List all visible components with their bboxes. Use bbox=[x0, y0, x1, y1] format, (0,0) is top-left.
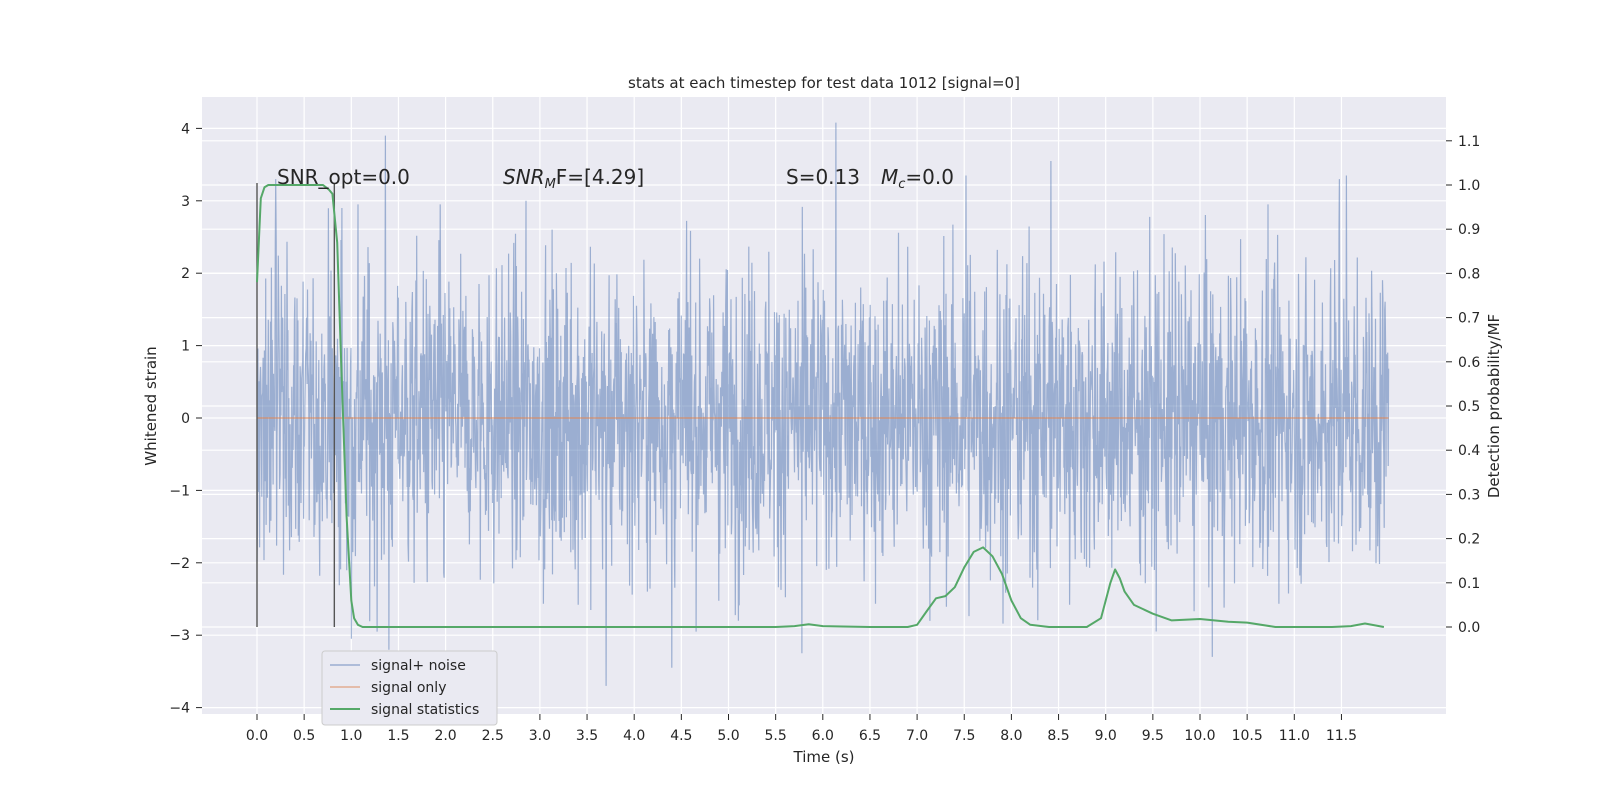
annotation-snr-opt: SNR_opt=0.0 bbox=[277, 165, 410, 189]
y-tick-label: 4 bbox=[181, 121, 190, 137]
mc-sub: c bbox=[898, 177, 905, 192]
x-tick-label: 0.5 bbox=[293, 728, 315, 744]
x-tick-label: 1.5 bbox=[387, 728, 409, 744]
x-tick-label: 4.0 bbox=[623, 728, 645, 744]
x-tick-label: 4.5 bbox=[670, 728, 692, 744]
x-tick-label: 0.0 bbox=[246, 728, 268, 744]
x-tick-label: 8.0 bbox=[1000, 728, 1022, 744]
x-axis-title: Time (s) bbox=[793, 748, 855, 766]
y2-tick-label: 0.3 bbox=[1458, 487, 1480, 503]
y2-tick-label: 0.9 bbox=[1458, 222, 1480, 238]
x-tick-label: 5.0 bbox=[717, 728, 739, 744]
annotation-mc: Mc=0.0 bbox=[881, 165, 954, 192]
y2-tick-label: 1.0 bbox=[1458, 178, 1480, 194]
snr-mf-prefix: SNR bbox=[503, 165, 545, 189]
y-tick-label: 1 bbox=[181, 339, 190, 355]
y2-tick-label: 0.8 bbox=[1458, 266, 1480, 282]
noise-series-layer bbox=[256, 122, 1390, 686]
series-signal-statistics bbox=[256, 184, 1385, 628]
y-tick-label: −3 bbox=[169, 628, 190, 644]
legend-box bbox=[321, 650, 498, 726]
lines-layer bbox=[256, 183, 1389, 628]
mc-suffix: =0.0 bbox=[905, 165, 954, 189]
x-tick-label: 8.5 bbox=[1047, 728, 1069, 744]
legend-label-stats: signal statistics bbox=[371, 702, 479, 718]
x-tick-label: 6.0 bbox=[812, 728, 834, 744]
y-tick-label: −1 bbox=[169, 483, 190, 499]
y2-tick-label: 0.1 bbox=[1458, 576, 1480, 592]
x-tick-label: 11.0 bbox=[1279, 728, 1310, 744]
x-tick-label: 2.0 bbox=[434, 728, 456, 744]
x-tick-label: 10.0 bbox=[1184, 728, 1215, 744]
y2-tick-label: 0.4 bbox=[1458, 443, 1480, 459]
y2-tick-label: 0.6 bbox=[1458, 355, 1480, 371]
y-tick-label: 3 bbox=[181, 194, 190, 210]
x-tick-label: 10.5 bbox=[1232, 728, 1263, 744]
x-tick-label: 7.0 bbox=[906, 728, 928, 744]
snr-mf-suffix: F=[4.29] bbox=[556, 165, 644, 189]
legend-label-noise: signal+ noise bbox=[371, 658, 466, 674]
legend: signal+ noise signal only signal statist… bbox=[321, 650, 498, 726]
y-tick-label: 2 bbox=[181, 266, 190, 282]
y2-tick-label: 0.5 bbox=[1458, 399, 1480, 415]
y2-tick-label: 0.7 bbox=[1458, 311, 1480, 327]
x-tick-label: 3.0 bbox=[529, 728, 551, 744]
x-tick-label: 11.5 bbox=[1326, 728, 1357, 744]
y-tick-label: −4 bbox=[169, 701, 190, 717]
y-tick-label: −2 bbox=[169, 556, 190, 572]
y2-tick-label: 0.0 bbox=[1458, 620, 1480, 636]
series-signal-noise bbox=[256, 122, 1390, 686]
x-tick-label: 5.5 bbox=[765, 728, 787, 744]
annotation-s-value: S=0.13 bbox=[786, 165, 860, 189]
y2-tick-label: 1.1 bbox=[1458, 134, 1480, 150]
y2-axis-title: Detection probability/MF bbox=[1485, 314, 1503, 498]
x-tick-label: 1.0 bbox=[340, 728, 362, 744]
chart-title: stats at each timestep for test data 101… bbox=[628, 74, 1020, 92]
x-tick-label: 9.5 bbox=[1142, 728, 1164, 744]
y-axis-title: Whitened strain bbox=[142, 346, 160, 465]
mc-prefix: M bbox=[881, 165, 898, 189]
x-tick-label: 2.5 bbox=[482, 728, 504, 744]
y-tick-label: 0 bbox=[181, 411, 190, 427]
legend-label-signal: signal only bbox=[371, 680, 446, 696]
snr-mf-sub: M bbox=[545, 177, 556, 192]
x-tick-label: 9.0 bbox=[1095, 728, 1117, 744]
x-tick-label: 7.5 bbox=[953, 728, 975, 744]
x-tick-label: 3.5 bbox=[576, 728, 598, 744]
x-tick-label: 6.5 bbox=[859, 728, 881, 744]
axes-layer: 0.0 0.5 1.0 1.5 2.0 2.5 3.0 3.5 4.0 4.5 5.0 5.5 6.0 6… bbox=[169, 121, 1480, 744]
annotation-snr-mf: SNRMF=[4.29] bbox=[503, 165, 644, 192]
y2-tick-label: 0.2 bbox=[1458, 532, 1480, 548]
